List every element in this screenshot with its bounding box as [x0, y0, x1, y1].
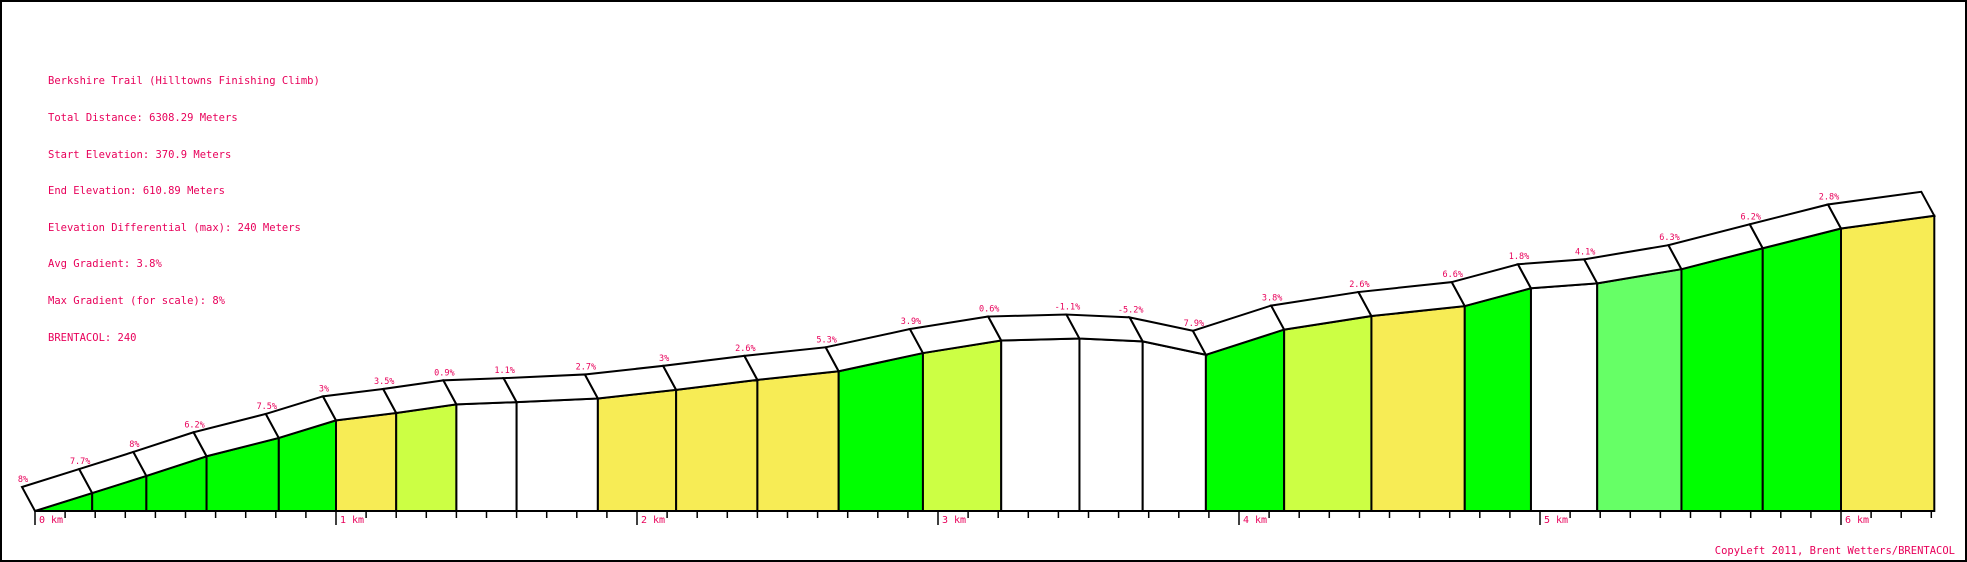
- gradient-label: -1.1%: [1055, 303, 1081, 313]
- gradient-label: 3%: [319, 384, 329, 394]
- distance-axis: 0 km 1 km 2 km 3 km 4 km 5 km 6 km: [34, 510, 1935, 526]
- x-tick-label: 5 km: [1544, 515, 1568, 526]
- gradient-label: 4.1%: [1575, 247, 1595, 257]
- profile-segment: [1283, 314, 1373, 512]
- gradient-label: 6.3%: [1659, 233, 1679, 243]
- route-title: Berkshire Trail (Hilltowns Finishing Cli…: [48, 75, 320, 88]
- profile-segment: [335, 411, 398, 512]
- gradient-label: 2.6%: [1349, 280, 1369, 290]
- end-elevation: End Elevation: 610.89 Meters: [48, 185, 226, 198]
- profile-segment: [756, 370, 840, 512]
- profile-segments: [34, 214, 1936, 512]
- profile-segment: [455, 401, 518, 512]
- profile-segment: [1141, 340, 1207, 512]
- x-tick-label: 4 km: [1243, 515, 1267, 526]
- gradient-label: 8%: [129, 440, 139, 450]
- gradient-label: 3.5%: [374, 377, 394, 387]
- x-tick-label: 1 km: [340, 515, 364, 526]
- profile-segment: [1596, 268, 1683, 512]
- route-info: Berkshire Trail (Hilltowns Finishing Cli…: [48, 51, 320, 356]
- brentacol-score: BRENTACOL: 240: [48, 331, 137, 344]
- total-distance: Total Distance: 6308.29 Meters: [48, 112, 238, 124]
- profile-segment: [515, 397, 599, 512]
- profile-segment: [395, 403, 458, 512]
- gradient-label: 1.1%: [494, 366, 514, 376]
- profile-segment: [1463, 286, 1532, 512]
- x-tick-label: 0 km: [39, 515, 63, 526]
- profile-segment: [1078, 337, 1144, 512]
- profile-segment: [1204, 328, 1286, 512]
- band-face: [501, 373, 600, 404]
- profile-segment: [1840, 214, 1936, 512]
- max-gradient: Max Gradient (for scale): 8%: [48, 294, 226, 307]
- gradient-labels: 8% 7.7% 8% 6.2% 7.5% 3% 3.5% 0.9% 1.1% 2.7% 3% 2.6%…: [18, 192, 1839, 485]
- gradient-label: 2.8%: [1819, 192, 1839, 202]
- gradient-label: 3.9%: [901, 317, 921, 327]
- gradient-label: 2.6%: [735, 344, 755, 354]
- gradient-label: 3.8%: [1262, 294, 1282, 304]
- gradient-label: 6.6%: [1443, 270, 1463, 280]
- profile-segment: [1680, 246, 1764, 512]
- profile-segment: [1370, 304, 1466, 512]
- gradient-label: 7.5%: [257, 402, 277, 412]
- gradient-label: 0.9%: [434, 368, 454, 378]
- x-tick-label: 3 km: [942, 515, 966, 526]
- profile-segment: [675, 378, 759, 512]
- profile-segment: [1000, 337, 1081, 512]
- gradient-label: 1.8%: [1509, 252, 1529, 262]
- band-face: [1826, 190, 1936, 230]
- gradient-label: 2.7%: [576, 362, 596, 372]
- profile-segment: [837, 351, 924, 512]
- gradient-label: 3%: [659, 354, 669, 364]
- profile-segment: [921, 339, 1003, 512]
- gradient-label: -5.2%: [1118, 305, 1144, 315]
- gradient-label: 7.7%: [70, 457, 90, 467]
- gradient-label: 7.9%: [1184, 319, 1204, 329]
- elevation-differential: Elevation Differential (max): 240 Meters: [48, 221, 301, 234]
- profile-segment: [1529, 282, 1599, 512]
- start-elevation: Start Elevation: 370.9 Meters: [48, 148, 232, 161]
- gradient-label: 8%: [18, 475, 28, 485]
- avg-gradient: Avg Gradient: 3.8%: [48, 258, 162, 271]
- profile-segment: [596, 388, 678, 512]
- copyleft-notice: CopyLeft 2011, Brent Wetters/BRENTACOL: [1714, 545, 1955, 557]
- profile-segment: [1761, 227, 1842, 512]
- band-face: [986, 313, 1082, 342]
- gradient-label: 6.2%: [184, 420, 204, 430]
- gradient-label: 0.6%: [979, 305, 999, 315]
- gradient-label: 5.3%: [816, 335, 836, 345]
- band-face: [1516, 258, 1599, 290]
- gradient-label: 6.2%: [1740, 212, 1760, 222]
- x-tick-label: 6 km: [1845, 515, 1869, 526]
- gradient-band: [20, 190, 1936, 513]
- x-tick-label: 2 km: [641, 515, 665, 526]
